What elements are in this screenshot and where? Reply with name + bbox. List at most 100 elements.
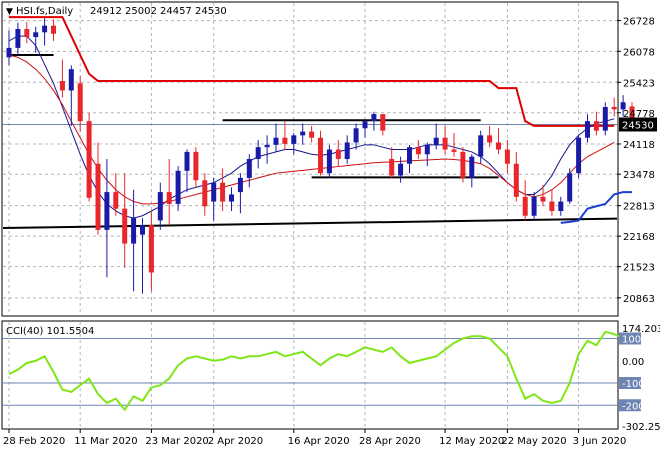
cci-panel [1, 320, 619, 430]
cci-level-tag [619, 377, 641, 390]
candle-body [496, 142, 501, 150]
price-panel [1, 1, 619, 317]
candle-body [264, 144, 270, 148]
candle-body [104, 192, 110, 230]
candle-body [415, 147, 421, 155]
candle-body [140, 225, 145, 235]
x-tick-label: 28 Apr 2020 [359, 436, 421, 447]
candle-body [131, 218, 137, 244]
x-tick-label: 28 Feb 2020 [3, 436, 65, 447]
x-tick-label: 22 May 2020 [501, 436, 566, 447]
y-tick-label: 21523 [623, 263, 655, 274]
candle-body [309, 131, 315, 138]
y-tick-label: 26728 [623, 17, 655, 28]
candle-body [424, 144, 430, 155]
candle-body [202, 180, 208, 207]
candle-body [469, 156, 475, 178]
y-tick-label: 20863 [623, 294, 655, 305]
candle-body [300, 131, 306, 136]
candle-body [389, 159, 395, 176]
candle-body [629, 106, 635, 125]
cci-y-tick-label: 0.00 [622, 357, 644, 368]
candle-body [353, 128, 359, 143]
slow-moving-average [8, 54, 615, 205]
candle-body [460, 151, 466, 178]
cci-y-tick-label: 174.2035 [622, 324, 660, 335]
candle-body [184, 151, 190, 171]
cci-level-tag [619, 399, 641, 412]
candle-body [157, 192, 163, 221]
candle-body [335, 149, 341, 159]
x-tick-label: 23 Mar 2020 [145, 436, 208, 447]
y-tick-label: 23478 [623, 170, 655, 181]
candle-body [6, 47, 12, 58]
candle-body [540, 196, 546, 202]
candle-body [326, 149, 332, 174]
ohlc-label: 24912 25002 24457 24530 [90, 6, 227, 17]
candle-body [95, 163, 101, 230]
candle-body [42, 25, 48, 33]
y-tick-label: 25423 [623, 78, 655, 89]
chart-menu-icon[interactable]: ▼ [6, 7, 13, 17]
cci-level-tag [619, 332, 641, 345]
candle-body [362, 121, 368, 129]
candle-body [24, 29, 30, 38]
candle-body [513, 163, 519, 197]
candle-body [318, 137, 323, 174]
cci-line [8, 330, 624, 412]
current-price-tag [619, 117, 657, 132]
cci-y-tick-label: -100 [622, 379, 645, 390]
x-tick-label: 2 Apr 2020 [208, 436, 263, 447]
x-tick-label: 12 May 2020 [439, 436, 504, 447]
candle-body [15, 29, 21, 48]
candle-body [620, 102, 626, 110]
candle-body [478, 135, 484, 157]
resistance-channel-line [9, 16, 615, 127]
x-tick-label: 16 Apr 2020 [288, 436, 350, 447]
candle-body [220, 182, 226, 202]
candle-body [77, 83, 83, 122]
candle-body [273, 137, 279, 145]
candle-body [68, 69, 74, 91]
candle-body [51, 25, 56, 34]
cci-y-tick-label: -302.254 [622, 422, 660, 433]
candle-body [611, 107, 617, 110]
candle-body [246, 159, 252, 178]
candle-body [59, 81, 65, 91]
current-price-label: 24530 [622, 120, 654, 131]
candle-body [602, 107, 608, 131]
axes: 26728 26078 25423 24778 24118 23478 22813 22168… [3, 17, 660, 447]
candle-body [86, 121, 92, 198]
cci-y-tick-label: -200 [622, 401, 645, 412]
candle-body [33, 32, 39, 38]
candle-body [193, 151, 199, 181]
y-tick-label: 24118 [623, 140, 655, 151]
y-tick-label: 22813 [623, 202, 655, 213]
cci-series [3, 330, 624, 412]
candle-body [211, 182, 217, 202]
lower-envelope-line [560, 191, 632, 224]
y-tick-label: 24778 [623, 109, 655, 120]
candle-body [549, 201, 555, 211]
symbol-label: HSI.fs,Daily [16, 6, 73, 17]
candles [6, 18, 635, 294]
candle-body [380, 114, 386, 131]
candle-body [451, 149, 457, 152]
candle-body [113, 192, 119, 209]
candle-body [122, 208, 128, 244]
candle-body [504, 149, 510, 164]
y-tick-label: 26078 [623, 47, 655, 58]
x-tick-label: 11 Mar 2020 [74, 436, 137, 447]
y-tick-label: 22168 [623, 232, 655, 243]
candle-body [291, 135, 297, 144]
cci-label: CCI(40) 101.5504 [6, 326, 94, 337]
candle-body [433, 137, 439, 145]
candle-body [175, 170, 181, 204]
x-tick-label: 3 Jun 2020 [573, 436, 627, 447]
candle-body [344, 142, 350, 159]
candle-body [371, 114, 377, 122]
candle-body [576, 137, 582, 174]
cci-y-tick-label: 100 [622, 335, 641, 346]
candle-body [487, 135, 493, 143]
